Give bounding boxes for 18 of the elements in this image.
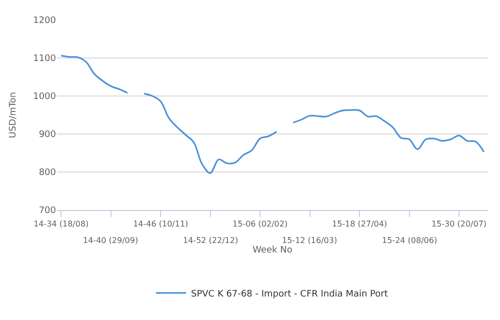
x-tick-label: 14-52 (22/12) xyxy=(183,236,238,245)
x-axis-title: Week No xyxy=(252,245,293,256)
x-tick-label: 15-30 (20/07) xyxy=(431,220,487,229)
y-tick-label: 1000 xyxy=(33,92,56,102)
y-tick-label: 900 xyxy=(38,130,56,140)
x-tick-label: 15-06 (02/02) xyxy=(232,220,288,229)
x-tick-label: 15-24 (08/06) xyxy=(382,236,438,245)
x-tick-label: 14-40 (29/09) xyxy=(83,236,138,245)
legend-label: SPVC K 67-68 - Import - CFR India Main Port xyxy=(191,289,388,300)
y-tick-label: 700 xyxy=(38,206,56,216)
x-tick-label: 14-46 (10/11) xyxy=(133,220,188,229)
x-tick-label: 15-18 (27/04) xyxy=(332,220,388,229)
y-axis-title: USD/mTon xyxy=(8,92,18,138)
y-tick-label: 1100 xyxy=(33,54,56,64)
y-tick-label: 1200 xyxy=(33,16,56,26)
x-tick-label: 14-34 (18/08) xyxy=(34,220,89,229)
x-tick-label: 15-12 (16/03) xyxy=(282,236,338,245)
y-tick-label: 800 xyxy=(38,168,56,178)
